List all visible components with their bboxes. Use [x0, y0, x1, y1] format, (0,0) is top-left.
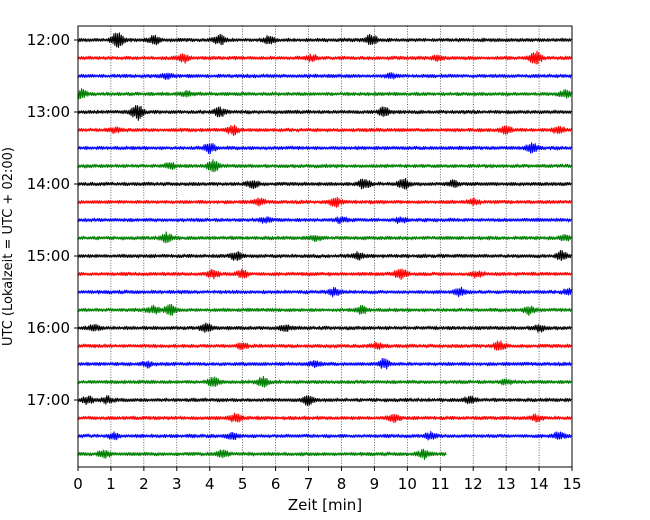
trace-row [77, 303, 572, 316]
seismogram-traces [77, 32, 572, 461]
x-tick-label: 15 [562, 475, 581, 493]
x-tick-label: 0 [73, 475, 83, 493]
x-axis-label: Zeit [min] [288, 496, 362, 514]
trace-row [77, 358, 572, 370]
x-tick-label: 14 [530, 475, 549, 493]
x-grid [110, 26, 540, 467]
x-tick-label: 3 [172, 475, 182, 493]
x-tick-label: 12 [464, 475, 483, 493]
x-tick-label: 5 [238, 475, 248, 493]
y-tick-label: 17:00 [27, 391, 70, 409]
y-axis-ticks: 12:00 13:00 14:00 15:00 16:00 17:00 [27, 31, 78, 409]
trace-row [77, 375, 572, 388]
trace-row [77, 159, 572, 173]
trace-row [77, 448, 447, 461]
trace-row [77, 177, 572, 190]
trace-row [77, 104, 572, 121]
trace-row [77, 249, 572, 262]
plot-frame [77, 25, 573, 468]
trace-row [77, 231, 572, 244]
x-tick-label: 9 [370, 475, 380, 493]
trace-row [77, 216, 572, 225]
x-tick-label: 6 [271, 475, 281, 493]
trace-row [77, 196, 572, 208]
trace-row [77, 268, 572, 281]
x-tick-label: 8 [337, 475, 347, 493]
trace-row [77, 124, 572, 137]
y-tick-label: 12:00 [27, 31, 70, 49]
x-tick-label: 7 [304, 475, 314, 493]
trace-row [77, 412, 572, 424]
x-axis-ticks: 0 1 2 3 4 5 6 7 8 9 10 11 12 13 14 15 [73, 467, 582, 493]
x-tick-label: 11 [431, 475, 450, 493]
trace-row [77, 50, 572, 65]
trace-row [77, 32, 572, 48]
trace-row [77, 340, 572, 351]
x-tick-label: 10 [398, 475, 417, 493]
x-tick-label: 4 [205, 475, 215, 493]
y-tick-label: 15:00 [27, 247, 70, 265]
trace-row [77, 395, 572, 406]
trace-row [77, 72, 572, 80]
trace-row [77, 286, 572, 298]
trace-row [77, 322, 572, 333]
trace-row [77, 430, 572, 441]
x-tick-label: 13 [497, 475, 516, 493]
y-tick-label: 14:00 [27, 175, 70, 193]
trace-row [77, 142, 572, 154]
trace-row [77, 88, 572, 100]
y-tick-label: 13:00 [27, 103, 70, 121]
y-axis-label: UTC (Lokalzeit = UTC + 02:00) [1, 147, 16, 346]
x-tick-label: 2 [139, 475, 149, 493]
y-tick-label: 16:00 [27, 319, 70, 337]
x-tick-label: 1 [106, 475, 116, 493]
